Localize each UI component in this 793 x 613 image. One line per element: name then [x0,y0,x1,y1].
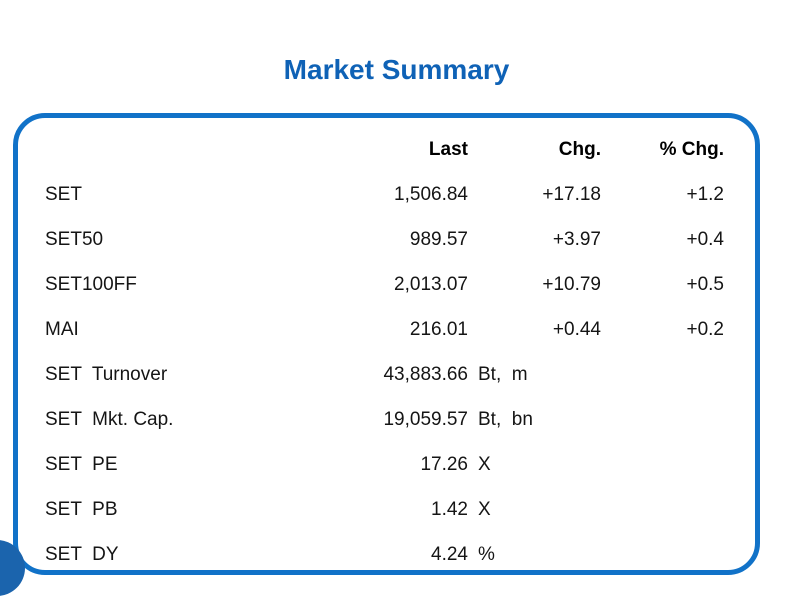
row-label: SET PE [45,453,118,475]
table-row: MAI 216.01 +0.44 +0.2 [45,307,724,352]
header-chg: Chg. [558,138,601,160]
last-number: 1,506.84 [394,183,468,205]
last-number: 2,013.07 [394,273,468,295]
pct-chg-value: +1.2 [686,183,724,205]
unit-suffix: X [478,453,491,475]
chg-value: +3.97 [552,228,601,250]
chg-value: +17.18 [542,183,601,205]
row-label: SET DY [45,543,119,565]
row-label: SET100FF [45,273,137,295]
unit-suffix: Bt, bn [478,408,533,430]
row-label: SET50 [45,228,104,250]
table-row: SET Mkt. Cap. 19,059.57 Bt, bn [45,397,724,442]
last-number: 216.01 [409,318,468,340]
page-title: Market Summary [283,54,510,85]
last-value: 2,013.07 [268,274,468,296]
unit-suffix: Bt, m [478,363,528,385]
pct-chg-value: +0.4 [686,228,724,250]
row-label: SET Turnover [45,363,168,385]
market-summary-panel: Last Chg. % Chg. SET 1,506.84 +17.18 +1.2 SE… [13,113,760,575]
row-label: SET PB [45,498,118,520]
last-value: 216.01 [268,319,468,341]
row-label: SET [45,183,82,205]
row-label: SET Mkt. Cap. [45,408,174,430]
table-row: SET PE 17.26 X [45,442,724,487]
header-pct-chg: % Chg. [659,138,724,160]
table-row: SET DY 4.24% [45,532,724,570]
table-row: SET PB 1.42 X [45,487,724,532]
table-row: SET Turnover 43,883.66 Bt, m [45,352,724,397]
last-value: 17.26 X [268,453,490,476]
table-row: SET50 989.57 +3.97 +0.4 [45,217,724,262]
table-body: SET 1,506.84 +17.18 +1.2 SET50 989.57 +3.97 +0.… [45,172,724,570]
last-number: 17.26 [420,453,468,475]
last-value: 1,506.84 [268,184,468,206]
last-number: 19,059.57 [383,408,468,430]
table-row: SET100FF 2,013.07 +10.79 +0.5 [45,262,724,307]
chg-value: +0.44 [552,318,601,340]
header-last: Last [428,138,468,160]
market-summary-table: Last Chg. % Chg. SET 1,506.84 +17.18 +1.2 SE… [18,118,755,570]
unit-suffix: X [478,498,491,520]
last-value: 4.24% [268,543,495,566]
last-value: 989.57 [268,229,468,251]
row-label: MAI [45,318,79,340]
last-value: 19,059.57 Bt, bn [268,408,532,431]
table-header-row: Last Chg. % Chg. [45,127,724,172]
pct-chg-value: +0.2 [686,318,724,340]
last-number: 4.24 [431,543,468,565]
last-value: 1.42 X [268,498,491,521]
unit-suffix: % [478,543,495,565]
table-row: SET 1,506.84 +17.18 +1.2 [45,172,724,217]
last-number: 989.57 [409,228,468,250]
last-number: 43,883.66 [383,363,468,385]
chg-value: +10.79 [542,273,601,295]
pct-chg-value: +0.5 [686,273,724,295]
last-value: 43,883.66 Bt, m [268,363,527,386]
last-number: 1.42 [431,498,468,520]
